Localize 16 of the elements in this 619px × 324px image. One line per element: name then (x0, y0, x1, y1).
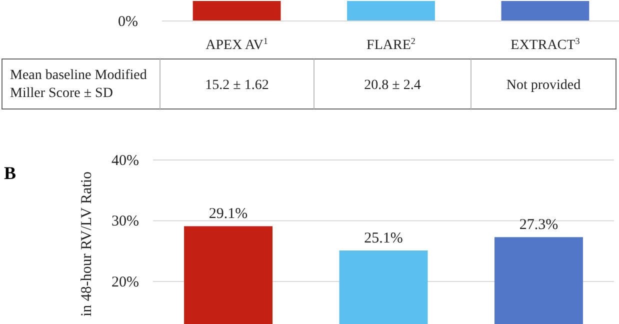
data-label: 27.3% (519, 217, 558, 234)
y-tick-label: 30% (112, 214, 139, 230)
x-tick-label: EXTRACT$^{3}$ (510, 36, 580, 53)
text: Not provided (506, 78, 581, 93)
text: 15.2 ± 1.62 (205, 78, 269, 93)
x-tick-label: FLARE$^{2}$ (366, 36, 416, 53)
x-tick-label: APEX AV$^{1}$ (206, 36, 268, 53)
data-label: 29.1% (208, 206, 248, 222)
y-tick-label: 20% (112, 274, 139, 290)
chart-title: B (4, 163, 16, 183)
y-tick-label: 40% (112, 152, 139, 169)
data-label: 25.1% (364, 230, 403, 247)
text: Mean baseline Modified Miller Score ± SD (10, 68, 147, 101)
y-axis-title: in 48-hour RV/LV Ratio (79, 171, 95, 317)
text: 0% (118, 14, 138, 30)
text: 20.8 ± 2.4 (364, 78, 421, 93)
